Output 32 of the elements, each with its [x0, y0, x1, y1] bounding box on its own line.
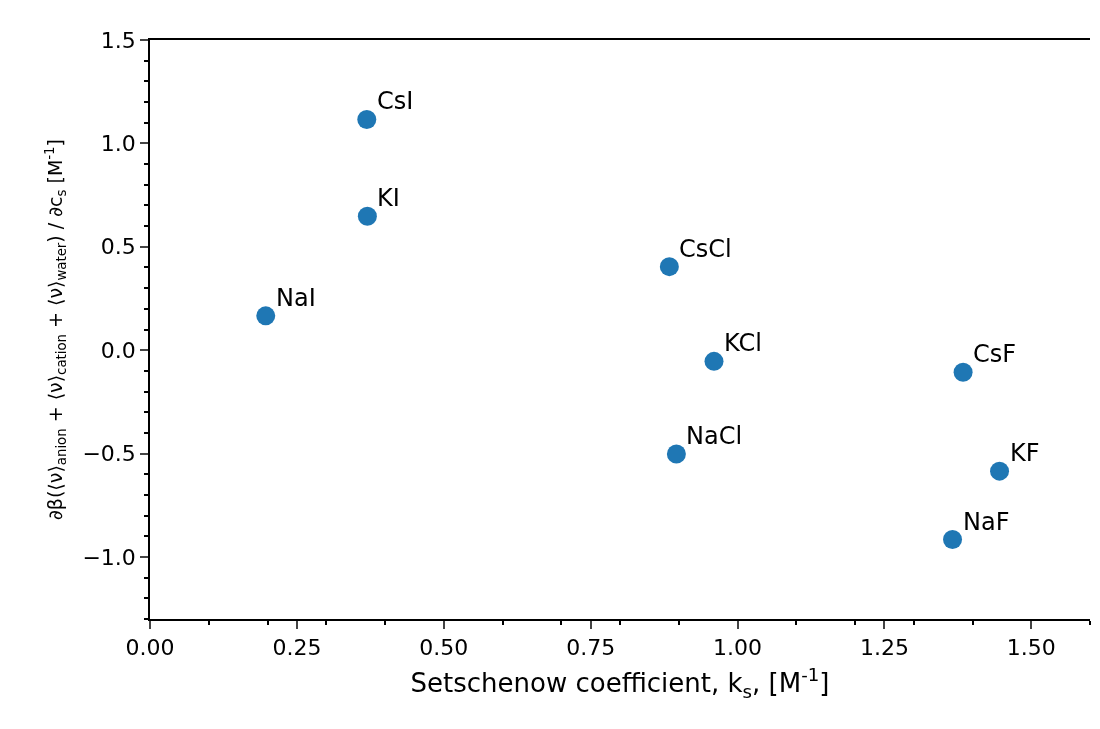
point [953, 362, 973, 382]
x-tick-label: 0.25 [272, 635, 322, 661]
annotation: NaI [276, 284, 316, 312]
annotation: CsCl [679, 235, 732, 263]
x-tick-label: 1.25 [859, 635, 909, 661]
annotation: NaCl [686, 422, 743, 450]
annotation: CsF [973, 340, 1017, 368]
point [943, 530, 963, 550]
annotation: KCl [724, 329, 762, 357]
point [990, 461, 1010, 481]
annotation: KF [1010, 439, 1040, 467]
x-tick-label: 0.00 [125, 635, 175, 661]
x-tick-label: 0.50 [419, 635, 469, 661]
annotation: NaF [963, 508, 1010, 536]
y-tick-label: 0.0 [100, 337, 136, 363]
annotation: KI [377, 184, 400, 212]
y-tick-label: 1.5 [100, 27, 136, 53]
point [357, 109, 377, 129]
point [357, 206, 377, 226]
x-tick-label: 0.75 [566, 635, 616, 661]
point [666, 444, 686, 464]
y-tick-label: 0.5 [100, 234, 136, 260]
y-tick-label: −1.0 [82, 544, 136, 570]
x-tick-label: 1.50 [1006, 635, 1056, 661]
point [704, 351, 724, 371]
annotation: CsI [377, 87, 414, 115]
y-tick-label: 1.0 [100, 131, 136, 157]
x-axis-title: Setschenow coefficient, k$_{s}$, [M$^{-1}$] [410, 664, 830, 702]
point [659, 257, 679, 277]
point [256, 306, 276, 326]
y-tick-label: −0.5 [82, 441, 136, 467]
x-tick-label: 1.00 [713, 635, 762, 661]
